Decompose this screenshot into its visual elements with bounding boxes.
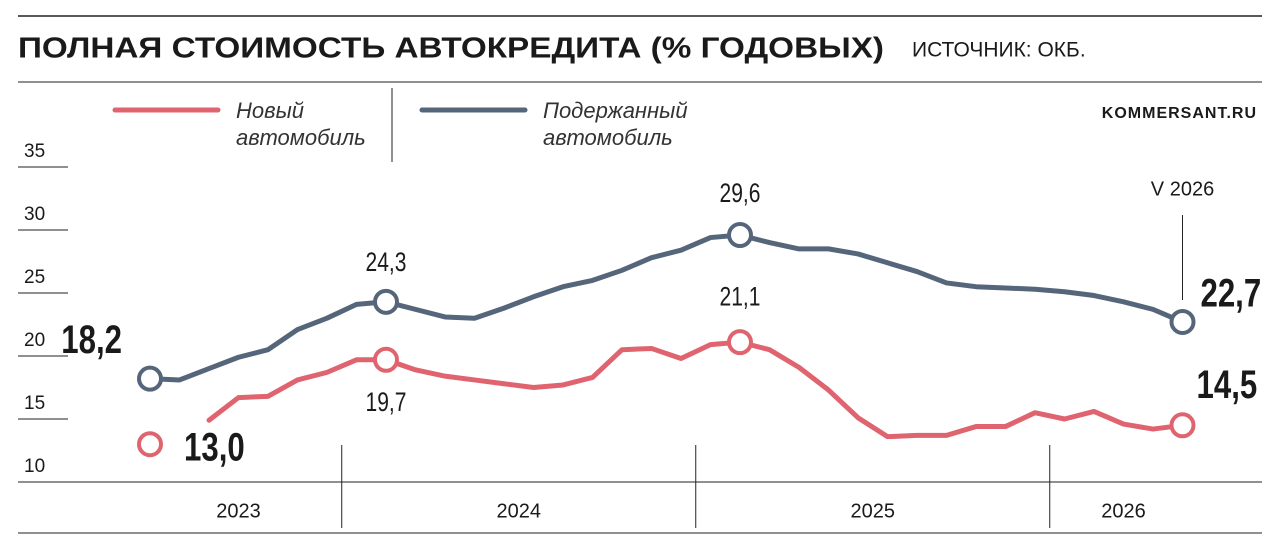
- chart-title: ПОЛНАЯ СТОИМОСТЬ АВТОКРЕДИТА (% ГОДОВЫХ): [18, 33, 884, 65]
- data-label: 13,0: [184, 425, 245, 470]
- point-marker: [1169, 412, 1196, 439]
- legend-label: Подержанный автомобиль: [543, 98, 688, 150]
- point-marker: [727, 329, 753, 356]
- credit: KOMMERSANT.RU: [1102, 105, 1257, 122]
- data-label: 18,2: [61, 318, 122, 363]
- y-tick-label: 20: [24, 330, 45, 351]
- y-tick-label: 35: [24, 141, 45, 162]
- x-tick-label: 2025: [851, 500, 896, 522]
- series-line: [147, 232, 1185, 383]
- point-marker: [1169, 308, 1196, 335]
- y-tick-label: 10: [24, 456, 45, 477]
- annotation: V 2026: [1151, 178, 1214, 200]
- series-line: [206, 339, 1185, 440]
- y-tick-label: 15: [24, 393, 45, 414]
- legend-label: Новый автомобиль: [236, 98, 366, 150]
- point-marker: [373, 346, 399, 373]
- data-label: 24,3: [366, 248, 407, 278]
- data-label: 22,7: [1200, 271, 1261, 316]
- point-marker: [373, 288, 399, 315]
- data-label: 14,5: [1197, 362, 1258, 407]
- point-marker: [137, 365, 163, 392]
- x-tick-label: 2024: [497, 500, 542, 522]
- chart-subtitle: ИСТОЧНИК: ОКБ.: [912, 39, 1086, 62]
- x-tick-label: 2026: [1101, 500, 1146, 522]
- point-marker: [727, 222, 753, 249]
- point-marker: [137, 431, 163, 458]
- data-label: 19,7: [366, 387, 407, 417]
- y-tick-label: 25: [24, 267, 45, 288]
- data-label: 21,1: [720, 282, 761, 312]
- y-tick-label: 30: [24, 204, 45, 225]
- x-tick-label: 2023: [216, 500, 261, 522]
- data-label: 29,6: [720, 179, 761, 209]
